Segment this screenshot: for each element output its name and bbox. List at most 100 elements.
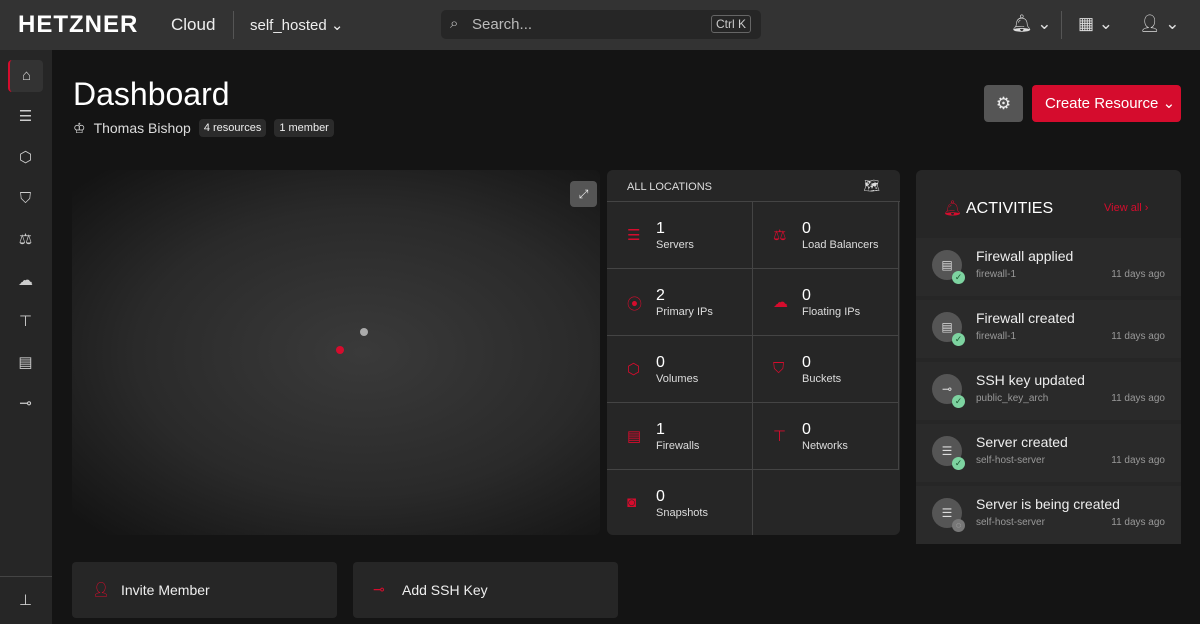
- project-name: self_hosted: [250, 17, 327, 34]
- invite-member-button[interactable]: 👤︎ Invite Member: [72, 562, 337, 618]
- floating-ips-icon[interactable]: ☁: [18, 272, 33, 289]
- product-name: Cloud: [171, 15, 216, 34]
- view-all-link[interactable]: View all ›: [1104, 202, 1149, 214]
- stat-count: 0: [656, 488, 665, 505]
- stat-count: 0: [656, 354, 665, 371]
- bucket-icon: ⛉: [773, 360, 785, 377]
- activity-title: Firewall applied: [976, 248, 1074, 264]
- expand-icon[interactable]: ⤢: [570, 181, 597, 207]
- activity-item[interactable]: ☰ ✓ Server created self-host-server 11 days …: [916, 424, 1181, 482]
- stat-count: 1: [656, 220, 665, 237]
- resources-badge: 4 resources: [198, 119, 267, 137]
- camera-icon: ◙: [627, 494, 637, 511]
- stat-count: 2: [656, 287, 665, 304]
- floating-ip-icon: ☁: [773, 294, 788, 311]
- hetzner-logo[interactable]: HETZNER: [18, 11, 139, 38]
- crown-icon: ♔: [73, 119, 86, 136]
- ip-pin-icon: ⦿: [627, 296, 643, 313]
- add-ssh-key-button[interactable]: ⊸ Add SSH Key: [353, 562, 618, 618]
- sidebar: ⌂ ☰ ⬡ ⛉ ⚖ ☁ ⊤ ▤ ⊸ ⊥: [0, 50, 52, 624]
- search-input[interactable]: ⌕ Search... Ctrl K: [441, 10, 761, 39]
- stat-count: 0: [802, 287, 811, 304]
- gear-icon: ⚙: [995, 94, 1012, 113]
- apps-grid-icon[interactable]: ▦ ⌄: [1078, 14, 1114, 33]
- add-ssh-key-label: Add SSH Key: [402, 582, 488, 598]
- home-icon[interactable]: ⌂: [8, 60, 43, 92]
- location-stat-buckets[interactable]: ⛉ 0 Buckets: [753, 336, 899, 403]
- search-placeholder: Search...: [472, 16, 533, 33]
- user-menu-icon[interactable]: 👤︎ ⌄: [1139, 14, 1180, 33]
- activity-time: 11 days ago: [1111, 517, 1165, 528]
- server-icon: ☰: [627, 227, 641, 244]
- key-icon: ⊸: [373, 581, 385, 597]
- map-icon[interactable]: 🗺︎: [863, 178, 880, 193]
- cube-icon: ⬡: [627, 361, 641, 378]
- settings-button[interactable]: ⚙: [984, 85, 1023, 122]
- activity-subject: firewall-1: [976, 269, 1017, 280]
- pending-icon: ◌: [952, 519, 965, 532]
- user-icon: 👤︎: [92, 581, 110, 597]
- activity-time: 11 days ago: [1111, 331, 1165, 342]
- firewall-icon: ▤: [627, 428, 642, 445]
- page-meta: ♔ Thomas Bishop 4 resources 1 member: [73, 119, 334, 137]
- owner-name: Thomas Bishop: [93, 120, 191, 136]
- location-stat-networks[interactable]: ⊤ 0 Networks: [753, 403, 899, 470]
- activity-subject: firewall-1: [976, 331, 1017, 342]
- buckets-icon[interactable]: ⛉: [19, 190, 32, 207]
- location-marker-active[interactable]: [336, 346, 344, 354]
- stat-label: Networks: [802, 440, 848, 452]
- stat-label: Load Balancers: [802, 239, 879, 251]
- location-stat-load-balancers[interactable]: ⚖ 0 Load Balancers: [753, 202, 899, 269]
- activity-title: Server created: [976, 434, 1068, 450]
- firewalls-icon[interactable]: ▤: [18, 354, 33, 371]
- activity-item[interactable]: ⊸ ✓ SSH key updated public_key_arch 11 days …: [916, 362, 1181, 420]
- networks-icon[interactable]: ⊤: [18, 313, 33, 330]
- load-balancers-icon[interactable]: ⚖: [18, 231, 33, 248]
- activity-item[interactable]: ☰ ◌ Server is being created self-host-serve…: [916, 486, 1181, 544]
- location-marker[interactable]: [360, 328, 368, 336]
- locations-panel: ALL LOCATIONS 🗺︎ ☰ 1 Servers ⚖ 0 Load Balancer…: [607, 170, 900, 535]
- servers-icon[interactable]: ☰: [18, 108, 33, 125]
- project-selector[interactable]: self_hosted ⌄: [250, 16, 343, 34]
- activity-time: 11 days ago: [1111, 269, 1165, 280]
- divider: [233, 11, 234, 39]
- activity-title: Firewall created: [976, 310, 1075, 326]
- members-badge: 1 member: [274, 119, 334, 137]
- check-icon: ✓: [952, 333, 965, 346]
- bell-icon: 🔔︎: [943, 200, 963, 217]
- stat-label: Firewalls: [656, 440, 700, 452]
- location-stat-servers[interactable]: ☰ 1 Servers: [607, 202, 753, 269]
- activity-subject: self-host-server: [976, 517, 1045, 528]
- activities-title: ACTIVITIES: [966, 200, 1054, 217]
- top-bar: HETZNER Cloud self_hosted ⌄ ⌕ Search... Ct…: [0, 0, 1200, 50]
- load-balancer-icon: ⚖: [773, 227, 787, 244]
- pin-icon[interactable]: ⊥: [18, 592, 33, 609]
- location-stat-volumes[interactable]: ⬡ 0 Volumes: [607, 336, 753, 403]
- location-stat-snapshots[interactable]: ◙ 0 Snapshots: [607, 470, 753, 535]
- network-icon: ⊤: [773, 428, 787, 445]
- activity-subject: public_key_arch: [976, 393, 1049, 404]
- stat-count: 0: [802, 354, 811, 371]
- volumes-icon[interactable]: ⬡: [18, 149, 33, 166]
- chevron-down-icon: ⌄: [330, 17, 344, 34]
- stat-count: 1: [656, 421, 665, 438]
- activity-subject: self-host-server: [976, 455, 1045, 466]
- search-shortcut: Ctrl K: [711, 15, 751, 33]
- activity-time: 11 days ago: [1111, 455, 1165, 466]
- page-title: Dashboard: [73, 76, 230, 112]
- check-icon: ✓: [952, 271, 965, 284]
- create-resource-button[interactable]: Create Resource ⌄: [1032, 85, 1181, 122]
- ssh-keys-icon[interactable]: ⊸: [19, 395, 32, 412]
- location-stat-floating-ips[interactable]: ☁ 0 Floating IPs: [753, 269, 899, 336]
- stat-label: Floating IPs: [802, 306, 861, 318]
- activity-item[interactable]: ▤ ✓ Firewall applied firewall-1 11 days ago: [916, 238, 1181, 296]
- stat-label: Buckets: [802, 373, 842, 385]
- activity-item[interactable]: ▤ ✓ Firewall created firewall-1 11 days ago: [916, 300, 1181, 358]
- notifications-bell-icon[interactable]: 🔔︎ ⌄: [1011, 14, 1052, 33]
- chevron-down-icon: ⌄: [1162, 95, 1176, 112]
- location-stat-primary-ips[interactable]: ⦿ 2 Primary IPs: [607, 269, 753, 336]
- locations-map[interactable]: ⤢: [72, 170, 600, 535]
- activity-title: SSH key updated: [976, 372, 1085, 388]
- location-stat-firewalls[interactable]: ▤ 1 Firewalls: [607, 403, 753, 470]
- invite-member-label: Invite Member: [121, 582, 210, 598]
